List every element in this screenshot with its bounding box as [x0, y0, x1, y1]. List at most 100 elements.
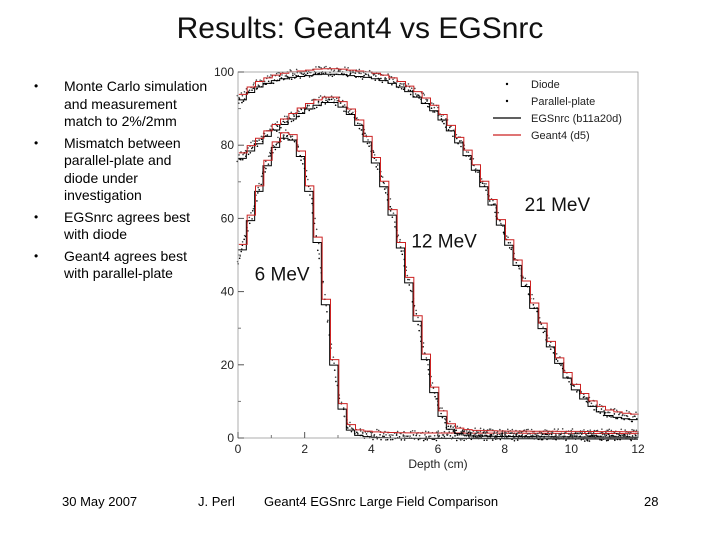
diode-data-point — [477, 171, 479, 173]
parallel-data-point — [601, 428, 603, 430]
parallel-data-point — [327, 319, 329, 322]
diode-data-point — [449, 435, 452, 437]
parallel-data-point — [590, 402, 593, 405]
diode-data-point — [326, 310, 328, 313]
parallel-data-point — [359, 428, 362, 430]
parallel-data-point — [303, 72, 306, 75]
diode-data-point — [357, 433, 359, 435]
diode-data-point — [339, 102, 342, 104]
parallel-data-point — [500, 222, 502, 225]
parallel-data-point — [585, 433, 587, 436]
legend-label: Parallel-plate — [531, 96, 595, 108]
diode-data-point — [335, 380, 337, 383]
parallel-data-point — [427, 431, 430, 433]
diode-data-point — [333, 369, 336, 371]
diode-data-point — [441, 416, 444, 419]
diode-data-point — [565, 438, 568, 440]
diode-data-point — [550, 433, 553, 436]
parallel-data-point — [329, 66, 331, 69]
parallel-data-point — [332, 356, 335, 358]
diode-data-point — [400, 439, 403, 441]
parallel-data-point — [540, 323, 542, 325]
diode-data-point — [610, 416, 612, 418]
parallel-data-point — [359, 430, 362, 432]
diode-data-point — [539, 321, 542, 323]
diode-data-point — [243, 238, 245, 241]
parallel-data-point — [548, 337, 550, 339]
parallel-data-point — [540, 433, 543, 435]
parallel-data-point — [619, 412, 621, 414]
diode-data-point — [327, 74, 330, 77]
diode-data-point — [635, 434, 637, 437]
parallel-data-point — [283, 134, 285, 137]
parallel-data-point — [298, 110, 300, 113]
parallel-data-point — [583, 395, 586, 398]
parallel-data-point — [516, 432, 519, 434]
parallel-data-point — [281, 74, 283, 76]
parallel-data-point — [441, 434, 444, 436]
diode-data-point — [463, 439, 465, 442]
diode-data-point — [292, 74, 294, 77]
parallel-data-point — [325, 97, 327, 99]
parallel-data-point — [330, 69, 333, 71]
diode-data-point — [582, 438, 584, 440]
diode-data-point — [260, 138, 263, 141]
legend-marker — [505, 82, 509, 86]
parallel-data-point — [475, 168, 477, 170]
parallel-data-point — [399, 238, 401, 241]
parallel-data-point — [417, 316, 419, 319]
diode-data-point — [630, 439, 632, 442]
parallel-data-point — [425, 357, 428, 359]
legend-marker — [505, 99, 509, 103]
parallel-data-point — [257, 186, 260, 189]
parallel-data-point — [407, 435, 409, 437]
diode-data-point — [549, 348, 552, 350]
diode-data-point — [568, 380, 570, 383]
parallel-data-point — [381, 176, 384, 178]
x-tick-label: 10 — [565, 442, 579, 456]
parallel-data-point — [293, 73, 296, 75]
x-tick-label: 0 — [235, 442, 242, 456]
parallel-data-point — [336, 99, 339, 102]
geant4-histogram — [238, 68, 639, 415]
diode-data-point — [366, 142, 369, 145]
diode-data-point — [380, 438, 382, 441]
parallel-data-point — [489, 428, 492, 430]
diode-data-point — [576, 391, 578, 393]
parallel-data-point — [635, 411, 637, 413]
parallel-data-point — [373, 433, 376, 436]
parallel-data-point — [414, 87, 416, 90]
diode-data-point — [389, 205, 392, 208]
diode-data-point — [595, 434, 598, 437]
parallel-data-point — [573, 433, 576, 435]
parallel-data-point — [563, 432, 566, 434]
parallel-data-point — [405, 435, 408, 437]
diode-data-point — [282, 120, 285, 123]
parallel-data-point — [260, 175, 263, 178]
parallel-data-point — [323, 66, 326, 69]
parallel-data-point — [408, 278, 411, 281]
parallel-data-point — [373, 154, 376, 156]
parallel-data-point — [306, 106, 308, 109]
diode-data-point — [342, 105, 344, 108]
parallel-data-point — [555, 353, 558, 355]
parallel-data-point — [392, 78, 394, 81]
bullet-dot-icon: • — [34, 79, 39, 93]
parallel-data-point — [560, 364, 563, 366]
diode-data-point — [384, 78, 386, 80]
parallel-data-point — [289, 135, 292, 137]
diode-data-point — [363, 74, 365, 77]
parallel-data-point — [392, 434, 394, 436]
parallel-data-point — [396, 430, 399, 433]
diode-data-point — [290, 78, 293, 81]
parallel-data-point — [241, 94, 244, 97]
bullet-item: • Monte Carlo simulation and measurement … — [34, 78, 209, 131]
footer-caption: Geant4 EGSnrc Large Field Comparison — [264, 494, 499, 509]
diode-data-point — [474, 436, 477, 438]
parallel-data-point — [427, 363, 429, 366]
parallel-data-point — [448, 431, 451, 433]
parallel-data-point — [348, 110, 351, 112]
parallel-data-point — [402, 84, 405, 86]
parallel-data-point — [476, 431, 479, 434]
parallel-data-point — [250, 141, 252, 144]
